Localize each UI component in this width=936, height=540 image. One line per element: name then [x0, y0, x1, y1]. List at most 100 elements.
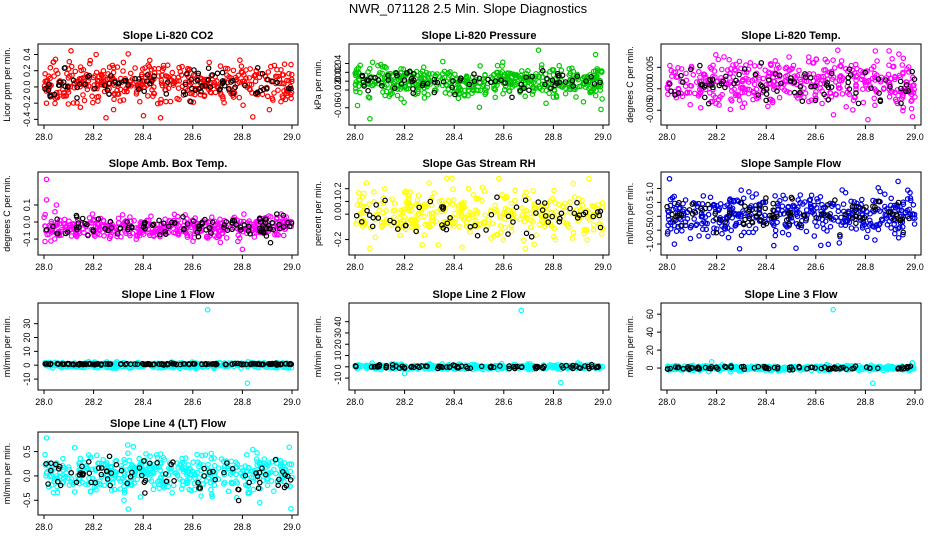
data-point [697, 89, 704, 95]
x-tick-label: 28.0 [346, 132, 364, 142]
data-point [385, 77, 392, 83]
data-point [721, 54, 727, 60]
data-point [163, 91, 170, 97]
x-tick-label: 28.0 [346, 262, 364, 272]
data-point [63, 230, 69, 237]
data-point [225, 66, 231, 72]
data-point [125, 82, 131, 88]
data-point [703, 226, 710, 233]
data-point [117, 98, 124, 104]
data-point [239, 246, 246, 253]
data-point [158, 80, 165, 86]
data-point [712, 51, 719, 58]
data-point [403, 86, 410, 92]
data-point [146, 63, 153, 70]
data-point [410, 86, 416, 92]
data-point [421, 232, 428, 238]
data-point [42, 86, 48, 92]
data-point [580, 211, 587, 218]
data-point [205, 65, 212, 72]
data-point [150, 221, 157, 228]
data-point [87, 57, 94, 64]
data-point [195, 233, 202, 240]
data-point [455, 95, 462, 102]
data-point [716, 82, 723, 89]
data-point [432, 79, 438, 86]
data-point [795, 204, 801, 211]
x-tick-label: 28.8 [857, 132, 875, 142]
data-point [188, 98, 194, 105]
data-point [844, 218, 851, 224]
data-point [599, 200, 606, 206]
data-point [802, 90, 809, 97]
data-point [671, 193, 678, 200]
data-point [787, 212, 794, 219]
data-point [774, 88, 780, 94]
data-point [719, 223, 725, 229]
data-point [881, 203, 888, 210]
data-point [671, 222, 678, 229]
data-point [812, 97, 819, 104]
data-point [119, 212, 126, 218]
data-point [682, 197, 689, 203]
data-point [550, 233, 557, 240]
data-point [467, 224, 474, 230]
x-tick-label: 28.0 [658, 397, 676, 407]
data-point [403, 188, 409, 195]
data-series [43, 211, 295, 246]
data-point [247, 220, 253, 227]
data-point [675, 90, 682, 96]
plot-frame [348, 171, 610, 256]
data-point [237, 235, 243, 241]
data-point [579, 202, 586, 209]
data-point [850, 97, 857, 104]
data-point [421, 213, 427, 220]
data-point [223, 235, 230, 241]
chart-title: Slope Line 4 (LT) Flow [110, 418, 226, 430]
data-point [390, 208, 397, 214]
x-tick-label: 28.6 [184, 522, 202, 532]
y-axis-label: ml/min per min. [625, 183, 635, 245]
data-point [151, 66, 158, 72]
data-point [824, 58, 831, 65]
data-point [202, 82, 209, 89]
data-point [122, 219, 128, 225]
data-point [691, 90, 698, 97]
data-point [580, 99, 587, 105]
data-point [452, 210, 458, 217]
y-tick-label: 40 [333, 317, 343, 327]
data-point [730, 74, 737, 80]
data-point [449, 84, 456, 91]
data-point [366, 212, 373, 219]
data-point [415, 88, 422, 95]
data-point [94, 221, 101, 228]
y-tick-label: 10 [22, 346, 32, 356]
data-point [718, 66, 725, 73]
data-point [814, 223, 820, 230]
data-point [67, 84, 74, 90]
y-axis-label: percent per min. [313, 181, 323, 246]
data-point [400, 66, 407, 73]
data-point [172, 220, 178, 226]
data-point [734, 197, 741, 204]
x-tick-label: 29.0 [283, 262, 301, 272]
data-point [393, 221, 400, 227]
data-point [273, 211, 280, 217]
data-series [664, 194, 912, 238]
data-point [558, 67, 565, 74]
data-series [666, 60, 918, 107]
data-point [733, 91, 740, 98]
data-point [493, 231, 500, 238]
y-tick-label: 0.2 [22, 64, 32, 77]
data-point [288, 61, 294, 68]
data-point [129, 230, 136, 237]
data-point [838, 58, 845, 64]
data-point [70, 100, 77, 106]
data-point [131, 217, 137, 224]
data-point [866, 222, 873, 228]
data-point [848, 225, 855, 231]
data-point [402, 222, 409, 229]
data-point [727, 106, 734, 113]
data-point [903, 82, 910, 88]
data-point [810, 71, 817, 77]
